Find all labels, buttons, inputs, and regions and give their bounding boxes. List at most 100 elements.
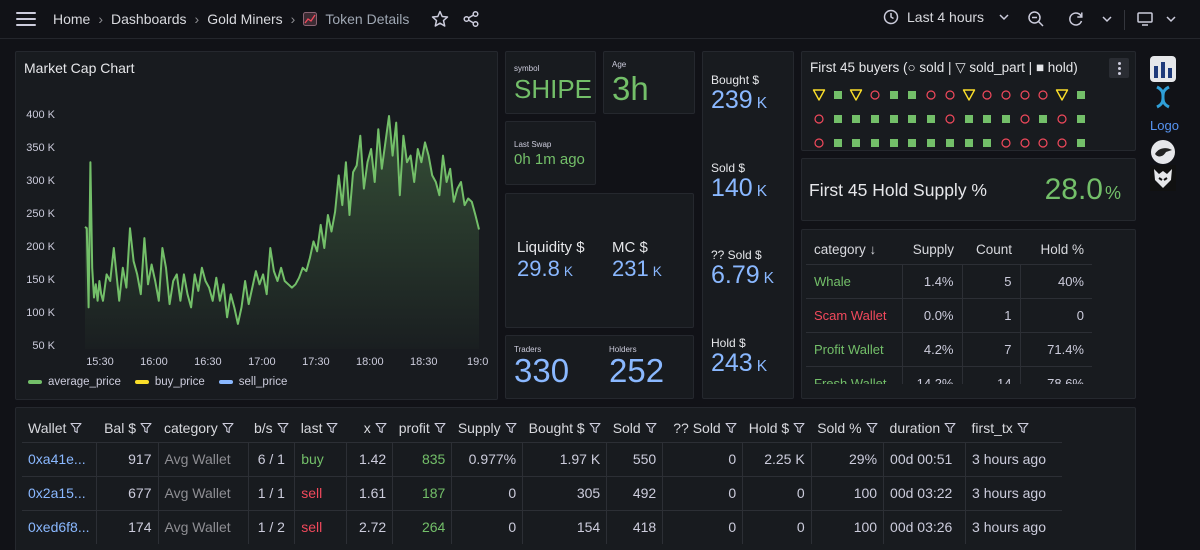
header-label: ?? Sold [673, 419, 721, 436]
cell-category: Avg Wallet [157, 475, 248, 510]
header-hold[interactable]: Hold % [1040, 242, 1084, 258]
header-sold[interactable]: Sold % [811, 414, 883, 442]
filter-icon[interactable] [944, 422, 956, 434]
cell-last: buy [294, 441, 347, 476]
filter-icon[interactable] [1017, 422, 1029, 434]
cell-supply: 4.2% [901, 331, 962, 366]
y-tick-label: 200 K [26, 241, 55, 253]
monitor-icon[interactable] [1136, 10, 1154, 28]
sold-circle-icon [997, 86, 1015, 104]
cell-category: Scam Wallet [806, 297, 902, 332]
filter-icon[interactable] [277, 422, 289, 434]
x-tick-label: 18:30 [410, 356, 438, 368]
hold-square-icon [829, 110, 847, 128]
filter-icon[interactable] [645, 422, 657, 434]
legend-item-average_price[interactable]: average_price [28, 376, 121, 388]
header-category[interactable]: category [158, 414, 248, 442]
page-title: Token Details [325, 11, 410, 27]
header-x[interactable]: x [347, 414, 393, 442]
y-tick-label: 150 K [26, 274, 55, 286]
legend-item-sell_price[interactable]: sell_price [218, 376, 287, 388]
filter-icon[interactable] [793, 422, 805, 434]
filter-icon[interactable] [434, 422, 446, 434]
hold-square-icon [903, 134, 921, 152]
header-b-s[interactable]: b/s [248, 414, 295, 442]
hold-value: 243 K [711, 349, 768, 377]
filter-icon[interactable] [375, 422, 387, 434]
header-category[interactable]: category ↓ [814, 242, 877, 258]
header-wallet[interactable]: Wallet [22, 414, 96, 442]
filter-icon[interactable] [505, 422, 517, 434]
header-supply[interactable]: Supply [912, 242, 954, 258]
header-supply[interactable]: Supply [452, 414, 523, 442]
star-icon[interactable] [431, 10, 449, 28]
share-icon[interactable] [462, 10, 480, 28]
menu-icon[interactable] [16, 12, 36, 26]
chevron-right-icon: › [194, 11, 200, 27]
chevron-right-icon: › [98, 11, 104, 27]
chevron-down-icon[interactable] [1164, 10, 1178, 28]
breadcrumb-home[interactable]: Home [53, 11, 91, 27]
header-duration[interactable]: duration [884, 414, 966, 442]
cell-bal: 917 [95, 441, 158, 476]
filter-icon[interactable] [725, 422, 737, 434]
traders-value: 330 [514, 352, 570, 389]
last-swap-label: Last Swap [514, 140, 552, 149]
cell-wallet[interactable]: 0xed6f8... [22, 509, 96, 544]
cell-sold: 550 [606, 441, 663, 476]
sold-circle-icon [1053, 110, 1071, 128]
refresh-icon[interactable] [1067, 10, 1085, 28]
time-range-picker[interactable]: Last 4 hours [883, 9, 1010, 25]
zoom-out-icon[interactable] [1027, 10, 1045, 28]
header-sold[interactable]: Sold [607, 414, 663, 442]
unknown-sold-label: ?? Sold $ [711, 248, 762, 262]
breadcrumb-dashboards[interactable]: Dashboards [111, 11, 187, 27]
sold-circle-icon [941, 110, 959, 128]
header-last[interactable]: last [295, 414, 347, 442]
filter-icon[interactable] [865, 422, 878, 434]
sold-label: Sold $ [711, 161, 746, 175]
panel-menu-icon[interactable] [1109, 58, 1129, 78]
header-sold[interactable]: ?? Sold [663, 414, 743, 442]
cell-duration: 00d 03:22 [883, 475, 966, 510]
cell-category: Avg Wallet [157, 441, 248, 476]
cell-profit: 264 [392, 509, 452, 544]
cell-last: sell [294, 475, 347, 510]
cell-count: 14 [961, 365, 1020, 384]
cell-category: Fresh Wallet [806, 365, 902, 384]
filter-icon[interactable] [140, 422, 152, 434]
hold-supply-value: 28.0% [1044, 173, 1121, 206]
time-range-label: Last 4 hours [907, 9, 985, 25]
cell-wallet[interactable]: 0xa41e... [22, 441, 96, 476]
unknown-sold-value: 6.79 K [711, 261, 775, 289]
sold-part-triangle-icon [847, 86, 865, 104]
cell-bs: 1 / 1 [247, 475, 295, 510]
logo-bird-icon [1151, 140, 1175, 164]
filter-icon[interactable] [222, 422, 234, 434]
last-swap-value: 0h 1m ago [514, 151, 585, 168]
breadcrumb-folder[interactable]: Gold Miners [207, 11, 283, 27]
chevron-down-icon[interactable] [1100, 10, 1114, 28]
header-first-tx[interactable]: first_tx [966, 414, 1062, 442]
filter-icon[interactable] [326, 422, 339, 434]
filter-icon[interactable] [70, 422, 82, 434]
hold-square-icon [922, 134, 940, 152]
header-count[interactable]: Count [975, 242, 1012, 258]
cell-soldpct: 100 [810, 475, 884, 510]
chart-icon [303, 12, 318, 26]
cell-unk: 0 [662, 475, 743, 510]
header-hold[interactable]: Hold $ [743, 414, 811, 442]
header-label: profit [398, 419, 430, 436]
cell-wallet[interactable]: 0x2a15... [22, 475, 96, 510]
y-tick-label: 250 K [26, 208, 55, 220]
cell-hold: 2.25 K [742, 441, 812, 476]
chevron-down-icon [999, 14, 1009, 21]
y-tick-label: 50 K [32, 340, 55, 352]
filter-icon[interactable] [589, 422, 601, 434]
header-bought[interactable]: Bought $ [523, 414, 607, 442]
hold-square-icon [978, 134, 996, 152]
header-bal[interactable]: Bal $ [96, 414, 158, 442]
header-profit[interactable]: profit [393, 414, 452, 442]
cell-supply: 0 [451, 475, 523, 510]
legend-item-buy_price[interactable]: buy_price [134, 376, 205, 388]
